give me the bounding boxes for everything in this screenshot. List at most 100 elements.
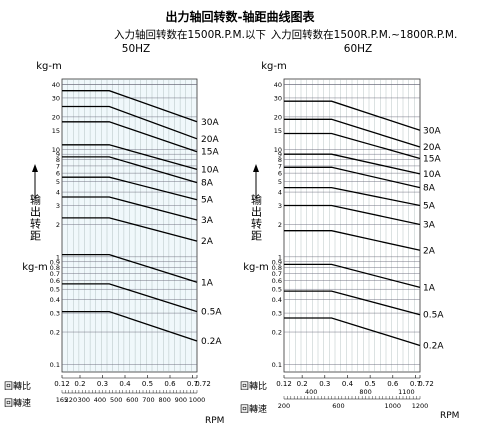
y-tick-label: 40 xyxy=(52,81,60,89)
y-tick-label: 15 xyxy=(274,127,282,135)
series-line-8A xyxy=(62,156,198,184)
y-tick-label: 1 xyxy=(278,253,282,261)
y-tick-label: 9 xyxy=(56,151,60,159)
y-tick-label: 0.1 xyxy=(50,361,60,369)
series-line-1A xyxy=(284,263,421,289)
series-line-30A xyxy=(62,90,198,123)
y-axis-label: 输出转距 xyxy=(29,193,42,242)
y-tick-label: 40 xyxy=(274,81,282,89)
y-tick-label: 4 xyxy=(278,189,282,197)
series-line-30A xyxy=(284,100,421,131)
x-ratio-tick-label: 0.72 xyxy=(418,380,434,388)
y-tick-label: 10 xyxy=(274,146,282,154)
series-line-8A xyxy=(284,166,421,189)
y-tick-label: 8 xyxy=(278,156,282,164)
x-ratio-tick-label: 0.5 xyxy=(365,380,376,388)
y-tick-label: 30 xyxy=(52,94,60,102)
y-tick-label: 1 xyxy=(56,253,60,261)
chart-60hz: 入力回转数在1500R.P.M.~1800R.P.M. 60HZ kg-m 40 30 2… xyxy=(240,28,459,421)
x-rpm-tick-label: 800 xyxy=(158,396,170,404)
x-rpm-tick-label: 165 xyxy=(56,396,68,404)
up-arrow-icon xyxy=(32,164,38,172)
x-row1-label: 回轉比 xyxy=(4,380,31,392)
x-ratio-tick-label: 0.2 xyxy=(297,380,308,388)
y-tick-label: 6 xyxy=(278,170,282,178)
y-tick-label: 0.5 xyxy=(50,286,60,294)
y-tick-label: 0.1 xyxy=(272,361,282,369)
series-label: 5A xyxy=(201,196,214,206)
series-label: 30A xyxy=(201,118,219,128)
y-tick-label: 6 xyxy=(56,170,60,178)
series-line-5A xyxy=(284,186,421,207)
y-tick-label: 7 xyxy=(278,162,282,170)
x-rpm-tick-label: 500 xyxy=(110,396,122,404)
x-rpm-tick-label: 300 xyxy=(78,396,90,404)
x-rpm-tick-label: 800 xyxy=(359,388,371,396)
y-tick-label: 3 xyxy=(56,202,60,210)
y-tick-label: 20 xyxy=(274,113,282,121)
x-row2-label: 回轉速 xyxy=(4,397,31,409)
series-label: 20A xyxy=(201,135,219,145)
x-ratio-tick-label: 0.5 xyxy=(142,380,153,388)
series-line-10A xyxy=(284,153,421,175)
x-rpm-tick-label: 400 xyxy=(305,388,317,396)
y-unit-label-bottom: kg-m xyxy=(243,262,269,273)
series-label: 2A xyxy=(201,237,214,247)
frequency-label: 50HZ xyxy=(122,43,150,55)
up-arrow-icon xyxy=(253,164,259,172)
x-ratio-tick-label: 0.12 xyxy=(54,380,70,388)
series-line-15A xyxy=(284,132,421,160)
series-line-2A xyxy=(62,217,198,242)
y-tick-label: 0.6 xyxy=(50,277,60,285)
series-line-0.2A xyxy=(62,310,198,342)
y-tick-label: 0.3 xyxy=(272,310,282,318)
series-label: 5A xyxy=(423,202,436,212)
series-line-1A xyxy=(62,253,198,283)
x-unit-label: RPM xyxy=(440,411,459,421)
series-label: 30A xyxy=(423,126,441,136)
series-label: 0.2A xyxy=(201,337,222,347)
y-tick-label: 0.4 xyxy=(50,296,60,304)
y-tick-label: 5 xyxy=(278,178,282,186)
x-ratio-tick-label: 0.7 xyxy=(187,380,198,388)
frequency-label: 60HZ xyxy=(344,43,372,55)
series-line-5A xyxy=(62,176,198,201)
x-ratio-tick-label: 0.3 xyxy=(319,380,330,388)
series-label: 0.2A xyxy=(423,341,444,351)
y-tick-label: 30 xyxy=(274,94,282,102)
y-unit-label: kg-m xyxy=(36,61,62,72)
y-unit-label: kg-m xyxy=(261,61,287,72)
series-label: 1A xyxy=(201,278,214,288)
series-line-3A xyxy=(284,204,421,226)
series-line-15A xyxy=(62,121,198,153)
x-rpm-tick-label: 900 xyxy=(175,396,187,404)
series-label: 15A xyxy=(423,155,441,165)
y-tick-label: 0.7 xyxy=(272,270,282,278)
x-rpm-tick-label: 600 xyxy=(332,402,344,410)
y-tick-label: 20 xyxy=(52,113,60,121)
y-unit-label-bottom: kg-m xyxy=(22,262,48,273)
y-tick-label: 0.7 xyxy=(50,270,60,278)
x-rpm-tick-label: 1000 xyxy=(189,396,206,404)
series-line-0.5A xyxy=(62,283,198,313)
series-label: 0.5A xyxy=(201,308,222,318)
series-label: 1A xyxy=(423,283,436,293)
x-row1-label: 回轉比 xyxy=(240,380,267,392)
x-ratio-tick-label: 0.12 xyxy=(276,380,292,388)
series-label: 0.5A xyxy=(423,311,444,321)
x-ratio-tick-label: 0.7 xyxy=(410,380,421,388)
x-unit-label: RPM xyxy=(205,416,224,426)
series-label: 8A xyxy=(423,184,436,194)
series-label: 10A xyxy=(201,165,219,175)
y-axis-label: 输出转距 xyxy=(250,193,263,242)
series-line-0.5A xyxy=(284,290,421,316)
page-title: 出力轴回转数-轴距曲线图表 xyxy=(166,9,316,24)
x-rpm-tick-label: 1100 xyxy=(398,388,415,396)
chart-50hz: 入力轴回转数在1500R.P.M.以下50HZkg-m4030201510987… xyxy=(4,28,266,426)
y-tick-label: 4 xyxy=(56,189,60,197)
x-ratio-tick-label: 0.6 xyxy=(164,380,176,388)
y-tick-label: 0.2 xyxy=(272,329,282,337)
x-rpm-tick-label: 1200 xyxy=(412,402,429,410)
